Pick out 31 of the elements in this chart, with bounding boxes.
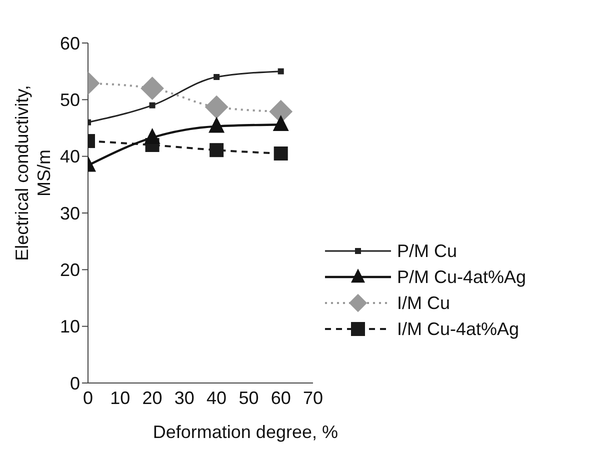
y-tick-label: 50 [60, 90, 80, 110]
legend-label: P/M Cu-4at%Ag [397, 266, 526, 288]
x-tick-label: 60 [270, 388, 291, 408]
x-tick-label: 20 [142, 388, 162, 408]
x-tick-label: 30 [174, 388, 194, 408]
point [214, 74, 220, 80]
legend-label: P/M Cu [397, 240, 458, 262]
x-tick-label: 40 [206, 388, 227, 408]
x-tick-label: 70 [302, 388, 324, 408]
point [278, 68, 284, 74]
y-axis-title: Electrical conductivity, MS/m [12, 85, 54, 261]
point [208, 116, 225, 133]
x-tick-label: 10 [110, 388, 130, 408]
y-tick-label: 30 [60, 203, 80, 224]
point [272, 115, 289, 131]
y-tick-label: 20 [60, 260, 80, 280]
y-tick-label: 40 [60, 146, 80, 167]
point [274, 146, 288, 160]
y-tick-label: 60 [60, 33, 80, 54]
y-tick-label: 0 [70, 373, 80, 394]
point [149, 102, 156, 108]
point [144, 128, 160, 144]
x-tick-label: 0 [82, 388, 94, 408]
point [204, 95, 228, 119]
legend-label: I/M Cu-4at%Ag [397, 318, 520, 340]
point [210, 143, 224, 158]
x-tick-label: 50 [238, 388, 259, 408]
x-axis-title: Deformation degree, % [152, 422, 338, 442]
legend-label: I/M Cu [397, 292, 450, 314]
y-tick-label: 10 [60, 316, 80, 337]
point [140, 76, 164, 100]
